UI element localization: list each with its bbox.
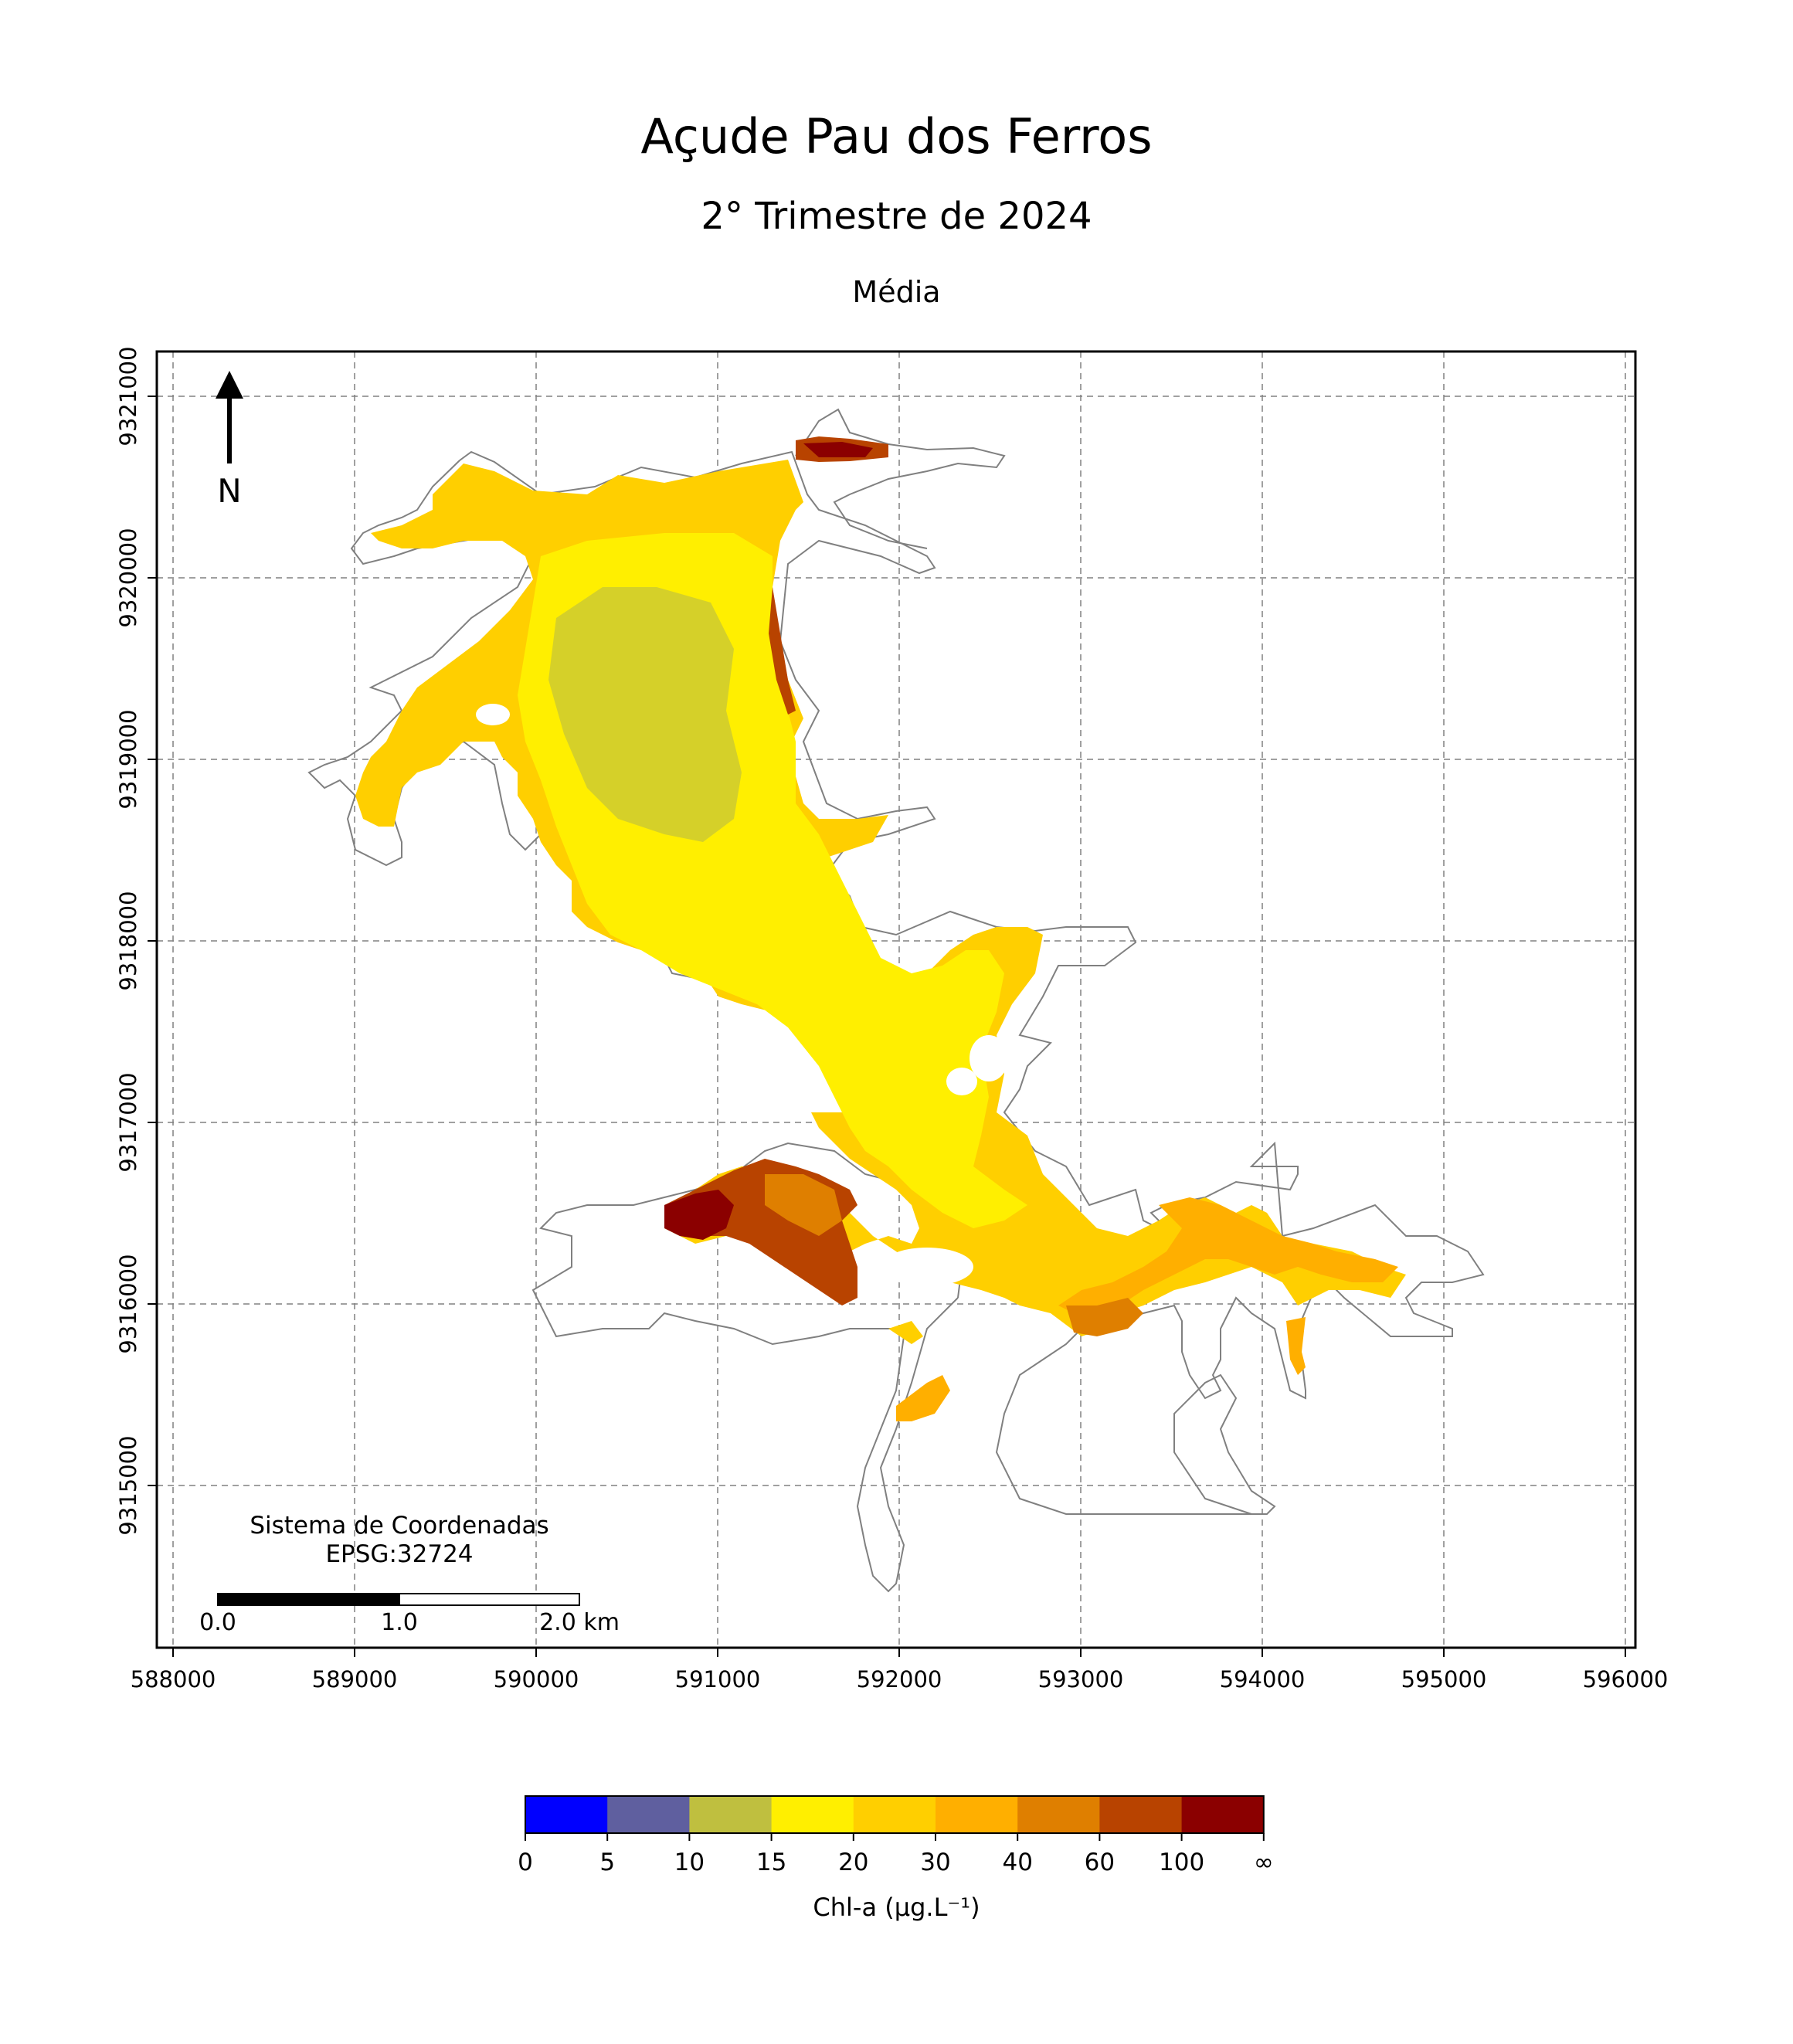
colorbar-swatch — [1017, 1796, 1100, 1833]
colorbar-label: Chl-a (μg.L⁻¹) — [813, 1893, 980, 1922]
reservoir-outline-ne — [795, 408, 1006, 549]
y-tick-label: 9318000 — [115, 891, 141, 990]
x-axis — [172, 1648, 1626, 1657]
colorbar-tick-label: 10 — [674, 1849, 705, 1876]
y-axis — [148, 396, 157, 1486]
colorbar-swatch — [689, 1796, 773, 1833]
x-tick-label: 595000 — [1401, 1666, 1487, 1693]
map-title: Açude Pau dos Ferros — [640, 108, 1153, 165]
north-label: N — [217, 472, 241, 510]
x-tick-label: 591000 — [675, 1666, 761, 1693]
crs-line-1: Sistema de Coordenadas — [250, 1512, 548, 1540]
map-frame — [155, 350, 1637, 1649]
colorbar-swatch — [936, 1796, 1018, 1833]
colorbar-swatch — [607, 1796, 690, 1833]
y-tick-label: 9317000 — [115, 1072, 141, 1172]
x-tick-label: 588000 — [131, 1666, 216, 1693]
x-tick-label: 593000 — [1038, 1666, 1124, 1693]
y-tick-label: 9315000 — [115, 1435, 141, 1535]
x-tick-label: 590000 — [494, 1666, 579, 1693]
colorbar — [525, 1795, 1265, 1841]
colorbar-tick-label: 30 — [920, 1849, 950, 1876]
scale-label: 0.0 — [199, 1609, 236, 1636]
y-tick-label: 9319000 — [115, 709, 141, 809]
panel-title: Média — [852, 275, 941, 309]
y-tick-label: 9320000 — [115, 528, 141, 627]
y-tick-label: 9316000 — [115, 1254, 141, 1353]
colorbar-swatch — [525, 1796, 608, 1833]
colorbar-swatch — [1181, 1796, 1265, 1833]
colorbar-tick-label: 60 — [1085, 1849, 1115, 1876]
reservoir-outline — [459, 450, 1485, 1515]
colorbar-tick-label: 15 — [756, 1849, 786, 1876]
scale-bar: 0.0 1.0 2.0 km — [199, 1593, 620, 1636]
scale-label: 2.0 km — [539, 1609, 620, 1636]
colorbar-tick-label: 20 — [838, 1849, 868, 1876]
x-tick-label: 596000 — [1583, 1666, 1669, 1693]
x-tick-label: 594000 — [1220, 1666, 1306, 1693]
colorbar-frame — [525, 1795, 1265, 1834]
colorbar-swatch — [771, 1796, 854, 1833]
crs-line-2: EPSG:32724 — [325, 1540, 473, 1568]
x-tick-label: 589000 — [312, 1666, 398, 1693]
y-tick-label: 9321000 — [115, 346, 141, 446]
colorbar-tick-label: 40 — [1002, 1849, 1032, 1876]
reservoir-outline-south — [531, 1142, 967, 1593]
north-arrow-icon: N — [216, 371, 243, 510]
colorbar-tick-label: ∞ — [1254, 1849, 1274, 1876]
colorbar-swatch — [1099, 1796, 1183, 1833]
colorbar-tick-label: 5 — [599, 1849, 615, 1876]
colorbar-tick-label: 100 — [1159, 1849, 1204, 1876]
scale-label: 1.0 — [381, 1609, 418, 1636]
x-tick-label: 592000 — [857, 1666, 942, 1693]
colorbar-swatch — [853, 1796, 936, 1833]
colorbar-tick-label: 0 — [518, 1849, 533, 1876]
map-subtitle: 2° Trimestre de 2024 — [701, 195, 1092, 238]
chlorophyll-raster — [355, 436, 1406, 1421]
